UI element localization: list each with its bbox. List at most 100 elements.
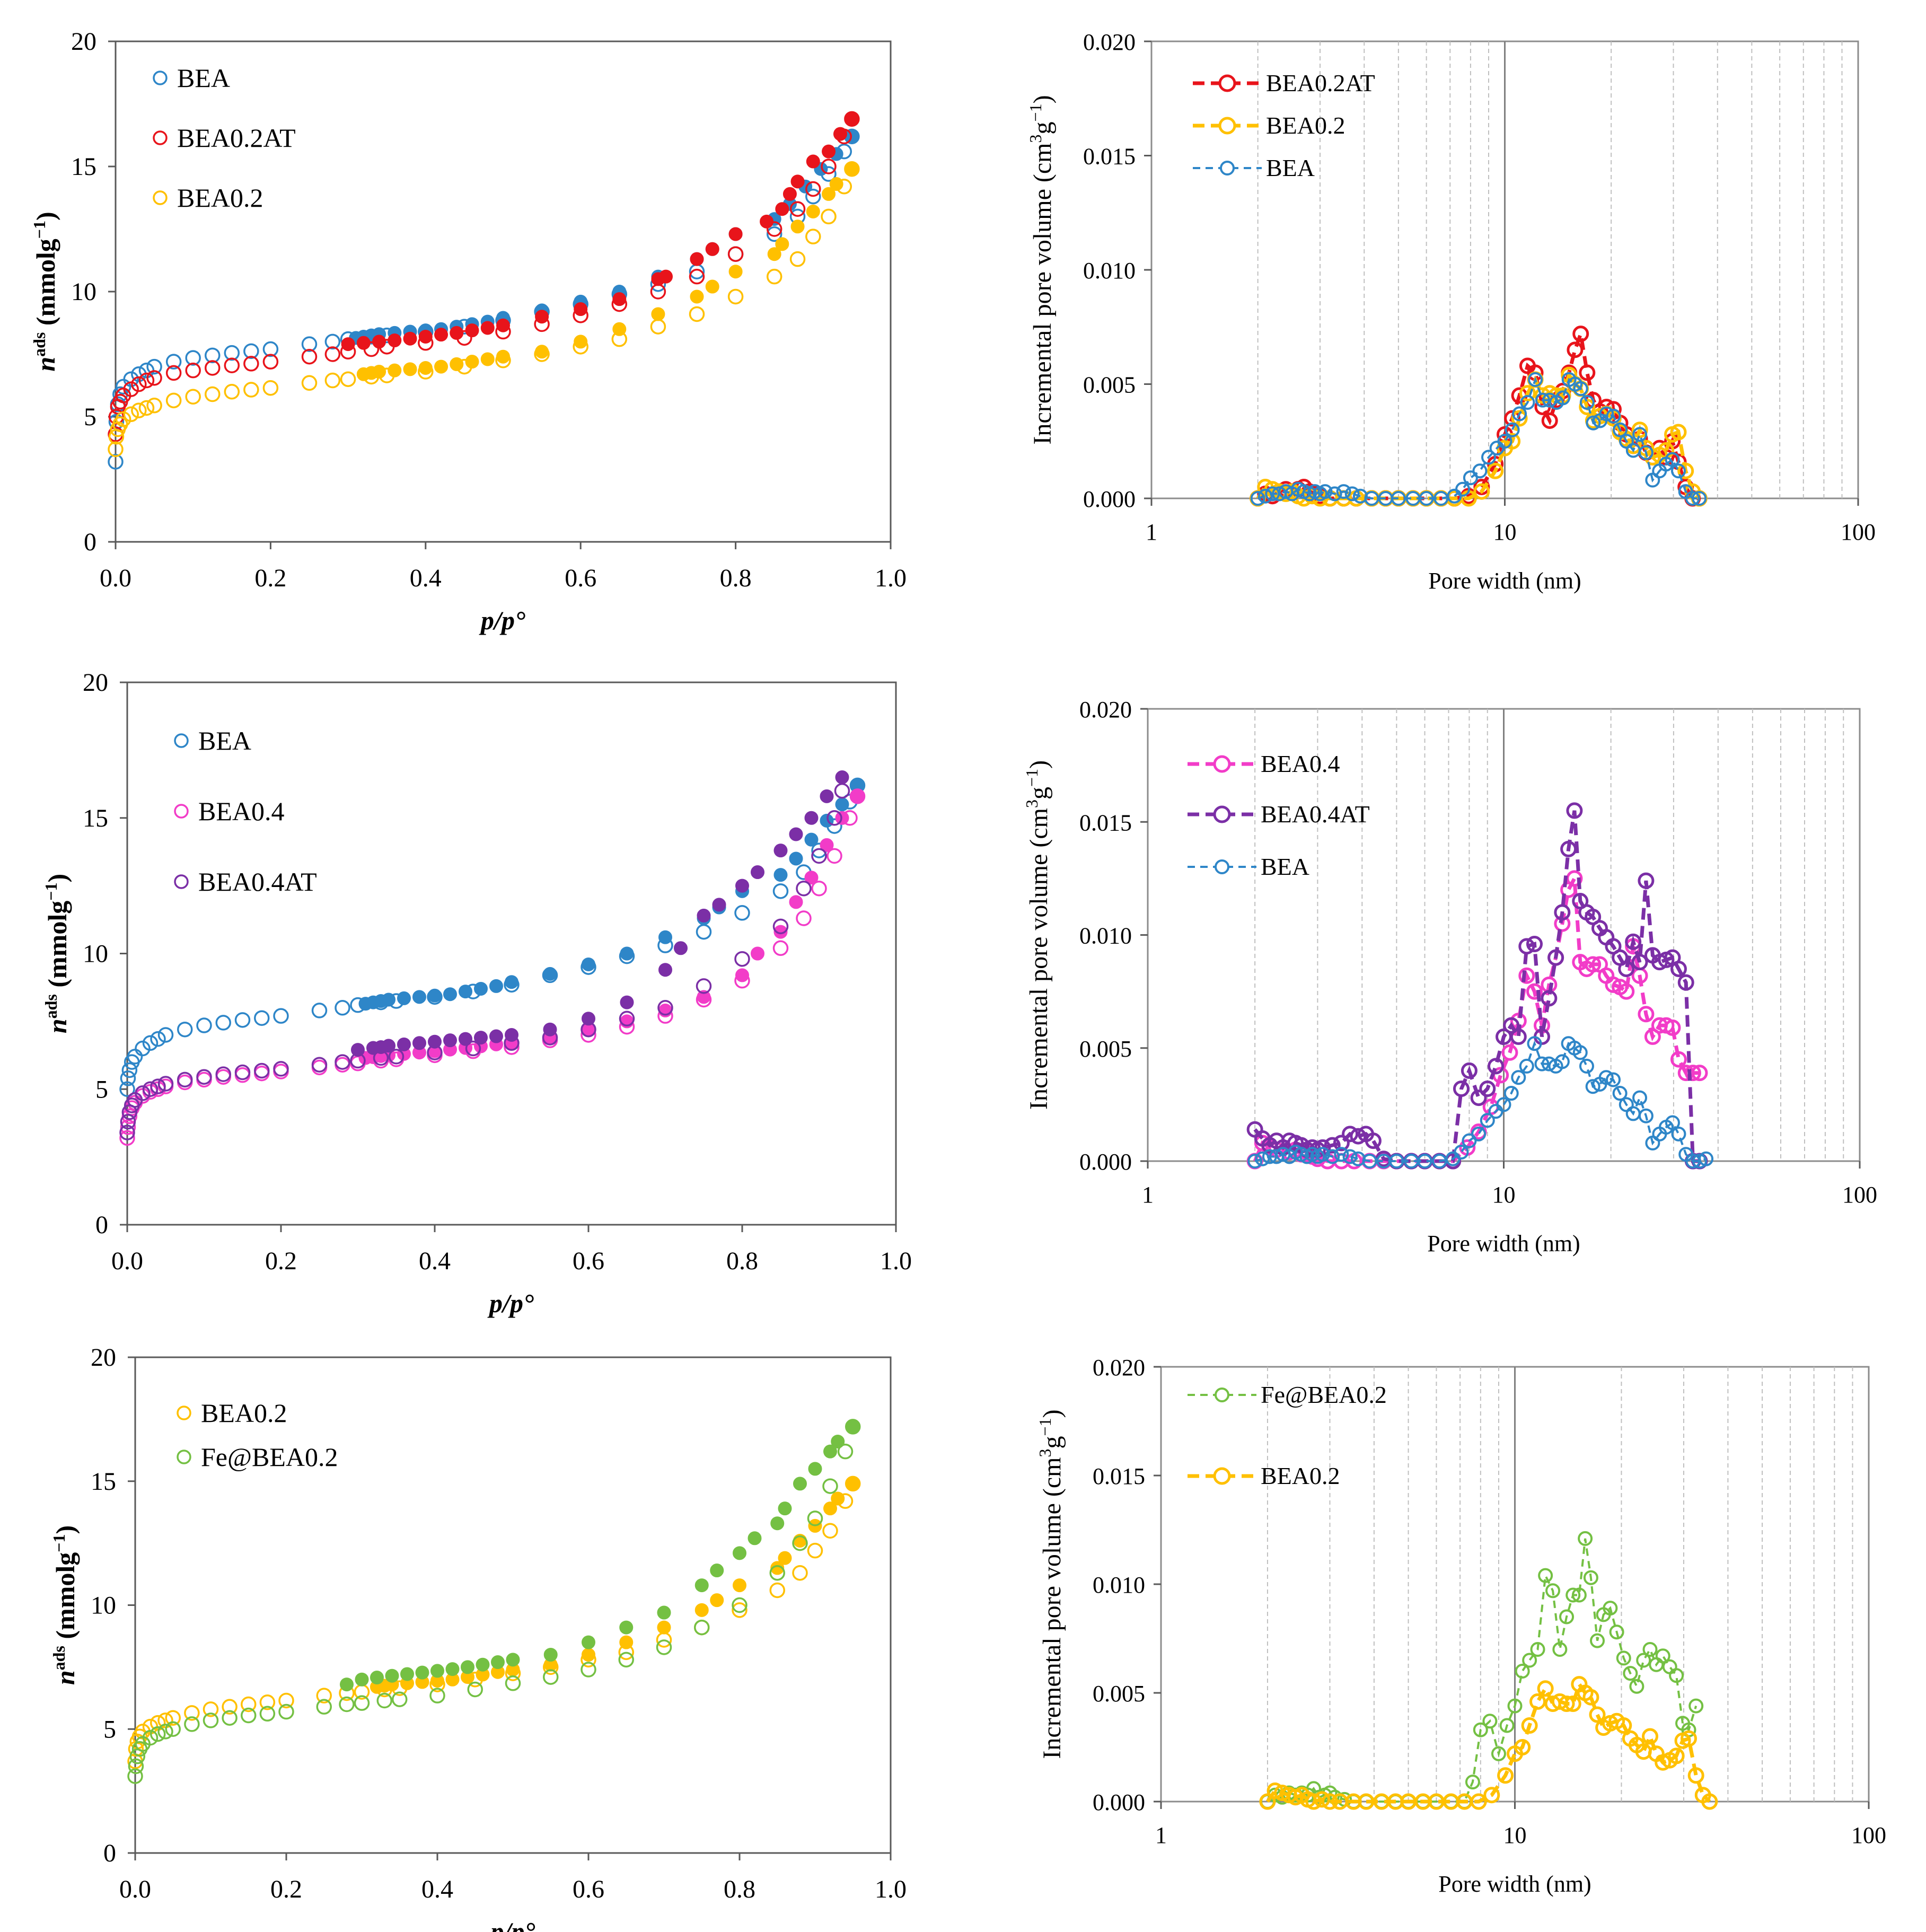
desorption-point <box>434 328 448 342</box>
series-marker <box>1470 1793 1487 1810</box>
desorption-point <box>385 1668 399 1683</box>
y-tick-label: 15 <box>91 1468 116 1496</box>
desorption-point <box>728 265 743 279</box>
series-marker <box>1389 1154 1404 1169</box>
series-marker <box>1257 488 1273 504</box>
adsorption-point <box>734 951 750 967</box>
legend-label: BEA0.4 <box>198 796 285 826</box>
adsorption-point <box>805 188 821 205</box>
series-marker <box>1305 1793 1322 1810</box>
desorption-point <box>822 187 836 201</box>
desorption-point <box>733 1578 746 1593</box>
desorption-point <box>480 321 495 335</box>
desorption-point <box>366 1041 380 1055</box>
desorption-point <box>806 204 820 218</box>
adsorption-point <box>689 268 705 285</box>
y-tick-label: 0.010 <box>1093 1572 1145 1598</box>
x-tick-label: 0.6 <box>565 564 596 592</box>
desorption-point <box>474 981 488 996</box>
series-marker <box>1632 427 1648 442</box>
series-marker <box>1526 936 1543 953</box>
x-tick-label: 10 <box>1493 519 1517 545</box>
series-marker <box>1321 1793 1338 1810</box>
legend-entry: BEA0.4 <box>174 796 285 826</box>
series-marker <box>1510 1028 1527 1045</box>
y-tick-label: 15 <box>71 153 96 181</box>
desorption-point <box>829 177 843 191</box>
legend-label: Fe@BEA0.2 <box>201 1442 338 1472</box>
series-marker <box>1538 1568 1553 1583</box>
series-marker <box>1603 1601 1618 1616</box>
x-tick-label: 100 <box>1841 519 1876 545</box>
adsorption-point <box>789 201 806 217</box>
desorption-point <box>619 1620 634 1635</box>
y-axis-title: Incremental pore volume (cm3g−1) <box>1026 95 1057 444</box>
series-marker <box>1504 433 1521 450</box>
desorption-point <box>612 322 627 336</box>
desorption-point <box>835 797 849 812</box>
adsorption-point <box>335 1054 350 1070</box>
adsorption-point <box>339 1696 355 1713</box>
series-marker <box>1692 491 1707 506</box>
desorption-point <box>388 333 402 348</box>
adsorption-point <box>234 1012 251 1028</box>
y-tick-label: 0.010 <box>1083 258 1136 284</box>
adsorption-point <box>734 905 750 921</box>
adsorption-point <box>811 880 827 897</box>
desorption-point <box>657 1605 671 1620</box>
series-marker <box>1567 341 1584 358</box>
series-marker <box>1582 1689 1599 1706</box>
y-tick-label: 5 <box>84 403 96 431</box>
desorption-point <box>831 1491 845 1506</box>
adsorption-point <box>311 1057 328 1073</box>
adsorption-point <box>732 1602 747 1618</box>
desorption-point <box>400 1667 414 1681</box>
desorption-point <box>496 349 510 364</box>
series-marker <box>1642 1642 1658 1657</box>
desorption-point <box>775 237 789 251</box>
desorption-point <box>619 1635 634 1649</box>
desorption-point <box>823 1501 837 1516</box>
series-marker <box>1350 1128 1367 1145</box>
adsorption-point <box>278 1703 294 1720</box>
desorption-point <box>735 968 749 982</box>
adsorption-point <box>121 1062 138 1078</box>
series-marker <box>1578 1531 1593 1546</box>
desorption-point <box>846 1419 860 1434</box>
adsorption-point <box>376 1692 392 1709</box>
desorption-point <box>728 227 743 241</box>
legend-marker <box>153 71 168 85</box>
series-marker <box>1541 990 1558 1007</box>
desorption-point <box>351 1043 365 1057</box>
desorption-point <box>543 1022 557 1037</box>
adsorption-point <box>821 208 837 225</box>
series-marker <box>1664 1019 1681 1036</box>
desorption-point <box>747 1531 762 1545</box>
y-tick-label: 0 <box>95 1211 108 1239</box>
adsorption-point <box>259 1706 276 1722</box>
desorption-point <box>705 279 719 294</box>
desorption-point <box>690 289 704 304</box>
x-tick-label: 1.0 <box>875 1875 907 1903</box>
series-marker <box>1391 491 1406 506</box>
series-marker <box>1590 1633 1605 1648</box>
x-tick-label: 0.6 <box>573 1875 604 1903</box>
series-marker <box>1616 1650 1631 1666</box>
series-marker <box>1528 372 1543 387</box>
series-marker <box>1670 1051 1687 1068</box>
series-marker <box>1479 1081 1496 1097</box>
x-tick-label: 10 <box>1503 1822 1527 1848</box>
y-tick-label: 15 <box>83 804 108 832</box>
y-axis-title: Incremental pore volume (cm3g−1) <box>1035 1409 1066 1759</box>
adsorption-point <box>196 1017 212 1033</box>
series-BEA <box>1250 372 1707 506</box>
chart-iso1: 0 5 10 15 20 0.0 0.2 0.4 0.6 0.8 1.0 p/p° nads (mmol… <box>30 28 907 635</box>
adsorption-point <box>123 406 139 423</box>
desorption-point <box>845 112 859 126</box>
adsorption-point <box>316 1699 332 1715</box>
series-marker <box>1560 840 1577 857</box>
legend-label: BEA <box>1261 853 1309 880</box>
desorption-point <box>835 770 849 785</box>
adsorption-point <box>429 1688 445 1703</box>
series-marker <box>1262 1149 1277 1164</box>
